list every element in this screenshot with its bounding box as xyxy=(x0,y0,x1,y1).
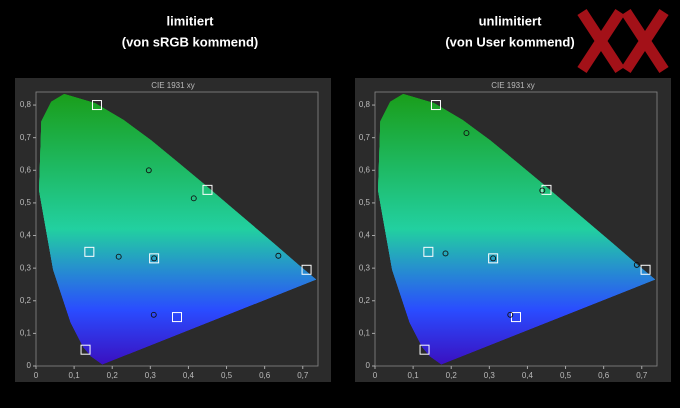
target-point xyxy=(419,344,430,355)
target-point xyxy=(488,253,499,264)
measured-point xyxy=(151,255,158,262)
y-tick-label: 0,6 xyxy=(359,165,371,174)
target-point xyxy=(423,246,434,257)
y-tick-label: 0,6 xyxy=(20,165,32,174)
x-tick-label: 0,7 xyxy=(636,371,648,380)
x-tick-label: 0,3 xyxy=(484,371,496,380)
y-tick-label: 0 xyxy=(366,361,371,370)
y-tick-label: 0,4 xyxy=(359,231,371,240)
measured-point xyxy=(275,252,282,259)
plot-title: CIE 1931 xy xyxy=(491,81,535,90)
y-tick-label: 0 xyxy=(27,361,32,370)
x-tick-label: 0,6 xyxy=(259,371,271,380)
x-tick-label: 0,2 xyxy=(107,371,119,380)
y-tick-label: 0,3 xyxy=(359,263,371,272)
target-point xyxy=(80,344,91,355)
chart-title: unlimitiert xyxy=(479,13,543,28)
x-tick-label: 0,7 xyxy=(297,371,309,380)
x-tick-label: 0,4 xyxy=(183,371,195,380)
y-tick-label: 0,2 xyxy=(359,296,371,305)
y-tick-label: 0,3 xyxy=(20,263,32,272)
target-point xyxy=(640,264,651,275)
target-point xyxy=(430,100,441,111)
measured-point xyxy=(507,311,514,318)
measured-point xyxy=(442,250,449,257)
plot-border xyxy=(35,91,319,367)
y-tick-label: 0,5 xyxy=(20,198,32,207)
x-tick-label: 0 xyxy=(373,371,378,380)
chart-title: limitiert xyxy=(167,13,215,28)
x-tick-label: 0,1 xyxy=(69,371,81,380)
y-tick-label: 0,1 xyxy=(20,328,32,337)
x-tick-label: 0,2 xyxy=(446,371,458,380)
measured-point xyxy=(633,261,640,268)
x-tick-label: 0,6 xyxy=(598,371,610,380)
y-tick-label: 0,2 xyxy=(20,296,32,305)
measured-point xyxy=(539,187,546,194)
target-point xyxy=(301,264,312,275)
target-point xyxy=(172,312,182,323)
plot-title: CIE 1931 xy xyxy=(151,81,195,90)
y-tick-label: 0,7 xyxy=(359,133,371,142)
x-tick-label: 0,4 xyxy=(522,371,534,380)
measured-point xyxy=(190,195,197,202)
target-point xyxy=(84,246,95,257)
x-tick-label: 0,5 xyxy=(560,371,572,380)
logo xyxy=(577,8,669,74)
measured-point xyxy=(150,311,157,318)
y-tick-label: 0,7 xyxy=(20,133,32,142)
plot-border xyxy=(374,91,658,367)
measured-point xyxy=(463,130,470,137)
chart-subtitle: (von User kommend) xyxy=(445,34,574,49)
y-tick-label: 0,8 xyxy=(359,100,371,109)
y-tick-label: 0,4 xyxy=(20,231,32,240)
measured-point xyxy=(145,167,152,174)
x-tick-label: 0 xyxy=(34,371,39,380)
x-tick-label: 0,5 xyxy=(221,371,233,380)
y-tick-label: 0,8 xyxy=(20,100,32,109)
measured-point xyxy=(490,255,497,262)
target-point xyxy=(202,184,213,195)
chart-subtitle: (von sRGB kommend) xyxy=(122,34,259,49)
x-tick-label: 0,1 xyxy=(408,371,420,380)
target-point xyxy=(91,100,102,111)
y-tick-label: 0,1 xyxy=(359,328,371,337)
target-point xyxy=(541,184,552,195)
x-tick-label: 0,3 xyxy=(145,371,157,380)
target-point xyxy=(149,253,160,264)
y-tick-label: 0,5 xyxy=(359,198,371,207)
measured-point xyxy=(115,253,122,260)
